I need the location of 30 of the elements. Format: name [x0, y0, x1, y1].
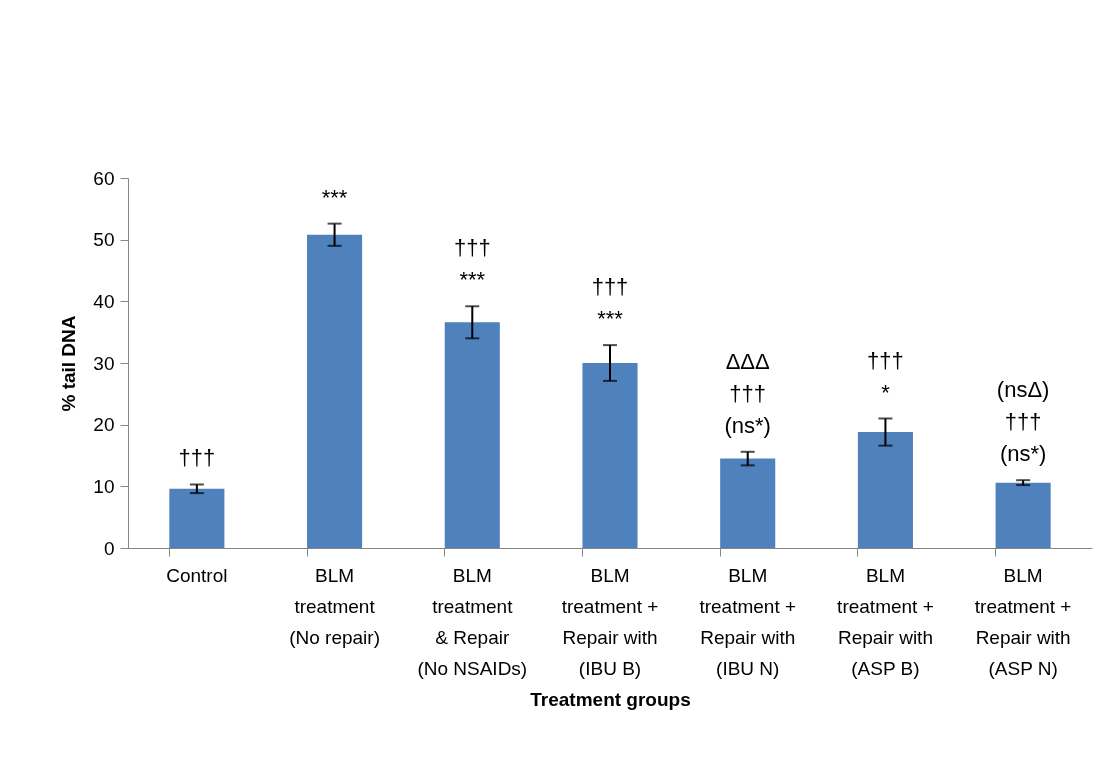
y-tick-label: 60 — [93, 167, 115, 189]
bar — [720, 458, 776, 548]
bar — [444, 322, 500, 548]
annotation: ††† *** — [453, 235, 491, 293]
x-tick-label: BLM treatment (No repair) — [289, 564, 380, 648]
y-axis-title: % tail DNA — [58, 315, 80, 412]
x-tick-label: BLM treatment + Repair with (IBU N) — [699, 564, 797, 679]
y-tick-label: 20 — [93, 414, 115, 436]
y-tick-label: 40 — [93, 290, 115, 312]
x-axis-title: Treatment groups — [530, 688, 691, 710]
annotation: ††† *** — [591, 274, 629, 332]
y-tick-label: 50 — [93, 229, 115, 251]
annotation: ††† — [178, 445, 216, 471]
y-tick-label: 0 — [103, 537, 115, 559]
x-tick-label: BLM treatment + Repair with (ASP N) — [974, 564, 1072, 679]
bar — [169, 488, 225, 548]
annotation: ΔΔΔ ††† (ns*) — [724, 348, 771, 438]
bar — [582, 363, 638, 548]
annotation: (nsΔ) ††† (ns*) — [996, 377, 1050, 467]
x-tick-label: BLM treatment + Repair with (ASP B) — [837, 564, 934, 679]
x-tick-label: Control — [166, 564, 228, 586]
y-tick-label: 30 — [93, 352, 115, 374]
y-tick-label: 10 — [93, 475, 115, 497]
bar — [995, 482, 1051, 548]
bar — [857, 432, 913, 548]
annotation: *** — [321, 184, 348, 210]
x-tick-label: BLM treatment & Repair (No NSAIDs) — [417, 564, 528, 679]
bar — [307, 234, 363, 548]
x-tick-label: BLM treatment + Repair with (IBU B) — [561, 564, 659, 679]
annotation: ††† * — [867, 347, 904, 405]
